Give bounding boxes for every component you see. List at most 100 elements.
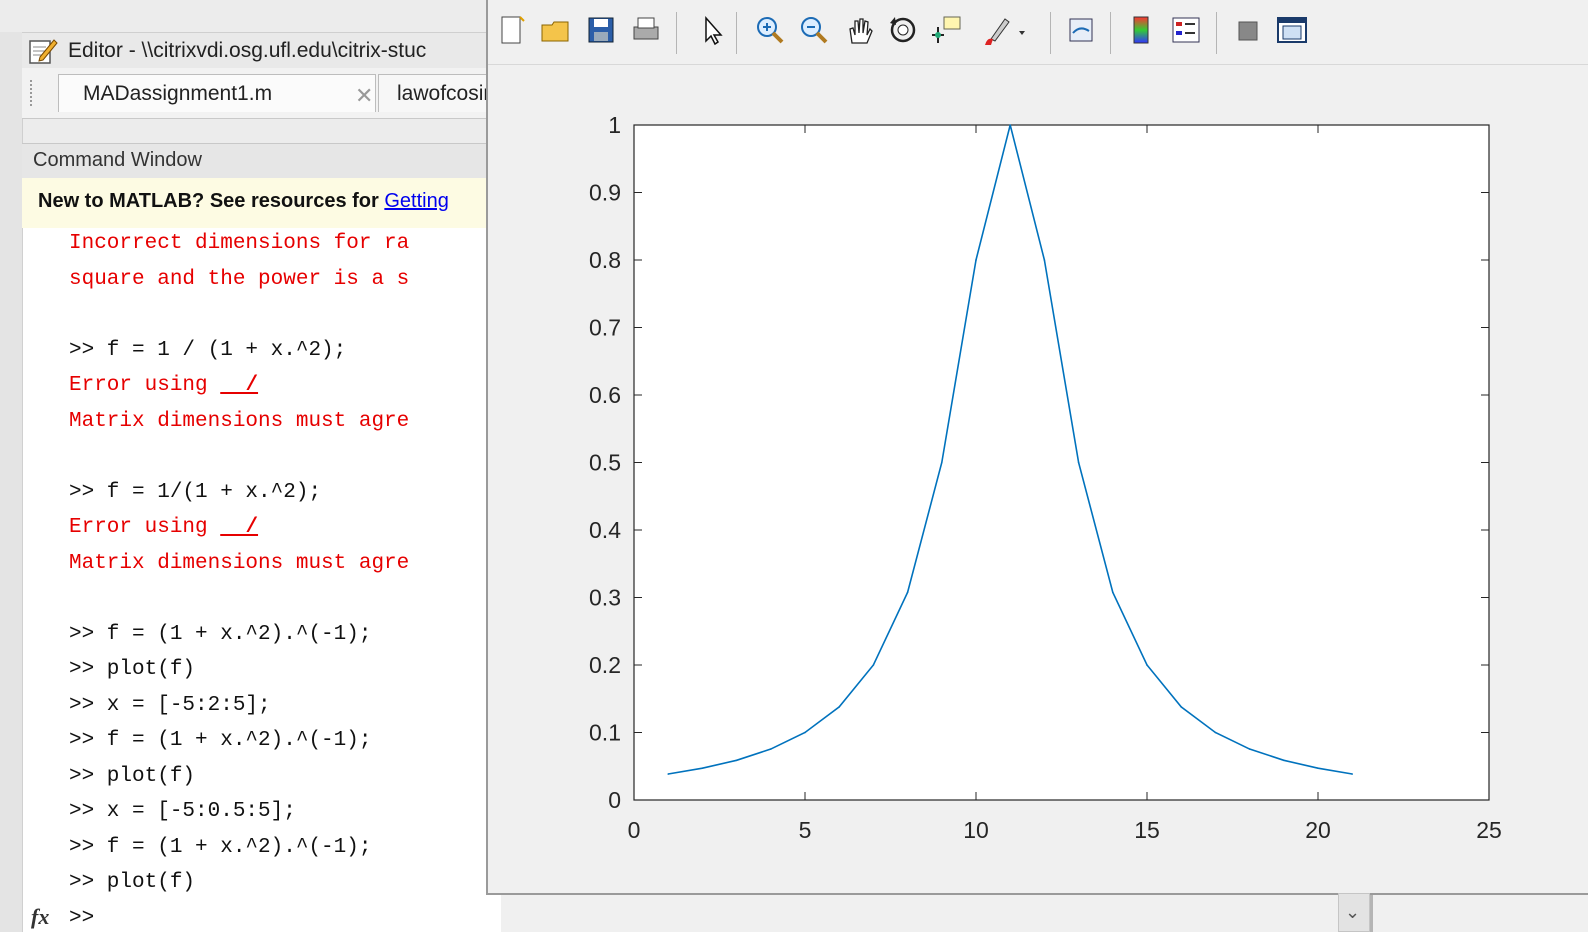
editor-title: Editor - \\citrixvdi.osg.ufl.edu\citrix-… (68, 39, 427, 62)
scroll-down-button[interactable]: ⌄ (1338, 893, 1370, 932)
data-point (838, 706, 840, 708)
y-tick-label: 1 (608, 112, 621, 138)
data-point (770, 748, 772, 750)
error-function-link[interactable]: / (220, 516, 259, 539)
legend-icon[interactable] (1168, 13, 1204, 49)
x-tick-label: 15 (1134, 817, 1160, 843)
error-prefix: Error using (69, 516, 221, 539)
save-icon[interactable] (584, 13, 620, 49)
command-line: >> f = 1/(1 + x.^2); (69, 480, 322, 504)
error-function-link[interactable]: / (220, 374, 259, 397)
data-point (1112, 591, 1114, 594)
error-prefix: Error using (69, 374, 221, 397)
data-point (906, 591, 909, 594)
x-tick-label: 25 (1476, 817, 1502, 843)
y-tick-label: 0.5 (589, 450, 621, 476)
command-window-output[interactable]: Incorrect dimensions for ra square and th… (22, 228, 501, 932)
chevron-down-icon: ⌄ (1345, 902, 1361, 922)
editor-title-bar[interactable]: Editor - \\citrixvdi.osg.ufl.edu\citrix-… (22, 32, 500, 69)
toolbar-separator (1050, 12, 1051, 54)
command-window-header[interactable]: Command Window (22, 143, 500, 179)
y-tick-label: 0.8 (589, 247, 621, 273)
editor-tab-row: MADassignment1.m ✕ lawofcosin (22, 68, 518, 119)
data-point (1146, 664, 1148, 666)
tab-label: MADassignment1.m (83, 81, 273, 105)
zoom-out-icon[interactable] (796, 13, 832, 49)
y-tick-label: 0.9 (589, 180, 621, 206)
y-tick-label: 0.6 (589, 382, 621, 408)
getting-started-link[interactable]: Getting (384, 190, 449, 212)
error-line: Matrix dimensions must agre (69, 409, 410, 433)
tab-grip-icon (30, 80, 36, 106)
axes-box (633, 124, 1490, 801)
data-point (701, 767, 704, 770)
command-line: >> f = 1 / (1 + x.^2); (69, 338, 347, 362)
colorbar-icon[interactable] (1124, 13, 1160, 49)
data-point (1248, 748, 1251, 750)
data-point (1043, 259, 1046, 261)
toolbar-separator (676, 12, 677, 54)
function-browser-icon[interactable]: fx (31, 904, 50, 929)
command-line: >> plot(f) (69, 764, 196, 788)
data-point (1077, 461, 1080, 464)
data-point (1009, 124, 1011, 126)
new-figure-icon[interactable] (494, 13, 530, 49)
edit-plot-arrow-icon[interactable] (694, 13, 730, 49)
data-point (975, 259, 977, 261)
data-point (1214, 731, 1217, 734)
plot-area[interactable]: 0 5 10 15 20 25 0 0.1 0.2 0.3 0.4 0.5 0.6 0.7 0.8 0.9 1 (488, 0, 1588, 893)
command-line: >> f = (1 + x.^2).^(-1); (69, 835, 372, 859)
toolbar-separator (1216, 12, 1217, 54)
data-point (872, 664, 875, 666)
x-tick-label: 10 (963, 817, 989, 843)
error-line: Matrix dimensions must agre (69, 551, 410, 575)
tab-madassignment1[interactable]: MADassignment1.m ✕ (58, 74, 376, 112)
zoom-in-icon[interactable] (752, 13, 788, 49)
toolbar-separator (1110, 12, 1111, 54)
banner-text: New to MATLAB? See resources for Getting (38, 190, 449, 213)
command-line: >> x = [-5:0.5:5]; (69, 800, 296, 823)
brush-icon[interactable] (980, 13, 1032, 49)
data-point (1180, 706, 1182, 708)
left-dock-strip (0, 32, 23, 932)
print-icon[interactable] (628, 13, 664, 49)
y-tick-label: 0.4 (589, 517, 621, 543)
y-tick-label: 0.2 (589, 652, 621, 678)
command-line: >> f = (1 + x.^2).^(-1); (69, 622, 372, 646)
window-edge (1370, 895, 1588, 932)
show-plot-tools-icon[interactable] (1274, 13, 1310, 49)
rotate-3d-icon[interactable] (886, 13, 922, 49)
command-line: >> (69, 906, 95, 930)
y-tick-label: 0.1 (589, 720, 621, 746)
error-line: Incorrect dimensions for ra (69, 232, 410, 255)
command-line: >> f = (1 + x.^2).^(-1); (69, 729, 372, 752)
banner-prefix: New to MATLAB? See resources for (38, 190, 385, 212)
link-plot-icon[interactable] (1064, 13, 1100, 49)
data-point (1283, 759, 1285, 762)
data-point (1317, 767, 1319, 770)
command-line: >> x = [-5:2:5]; (69, 693, 271, 717)
toolbar-separator (736, 12, 737, 54)
error-line: Error using / (69, 516, 258, 539)
y-tick-label: 0.3 (589, 585, 621, 611)
data-point (667, 773, 669, 775)
hide-plot-tools-icon[interactable] (1230, 13, 1266, 49)
info-banner: New to MATLAB? See resources for Getting (22, 178, 500, 229)
data-point (1351, 773, 1353, 775)
x-tick-label: 0 (628, 817, 641, 843)
data-cursor-icon[interactable] (930, 13, 966, 49)
x-tick-label: 20 (1305, 817, 1331, 843)
tab-label: lawofcosin (397, 81, 496, 105)
figure-window: 0 5 10 15 20 25 0 0.1 0.2 0.3 0.4 0.5 0.6 0.7 0.8 0.9 1 (486, 0, 1588, 895)
pan-hand-icon[interactable] (842, 13, 878, 49)
command-line: >> plot(f) (69, 871, 196, 894)
error-line: Error using / (69, 374, 258, 397)
command-window-title: Command Window (33, 149, 202, 171)
editor-icon (28, 37, 58, 70)
open-file-icon[interactable] (538, 13, 574, 49)
figure-toolbar (488, 0, 1588, 65)
data-point (804, 731, 806, 734)
command-line: >> plot(f) (69, 658, 196, 681)
close-icon[interactable]: ✕ (355, 83, 374, 108)
error-line: square and the power is a s (69, 267, 410, 291)
